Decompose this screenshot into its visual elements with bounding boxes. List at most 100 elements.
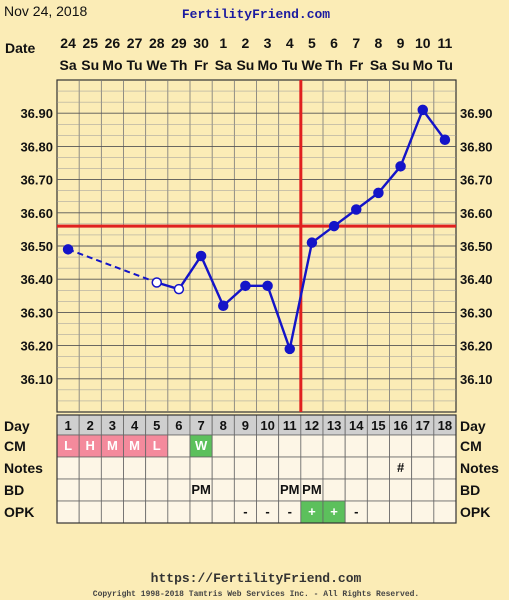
cell-notes-13[interactable]: [322, 456, 346, 480]
weekday-label-10: Tu: [282, 57, 298, 73]
cell-opk-5[interactable]: [145, 500, 169, 524]
weekday-label-14: Sa: [370, 57, 387, 73]
temp-point-day-14[interactable]: [351, 204, 362, 215]
cell-cm-14[interactable]: [344, 434, 368, 458]
ytick-left: 36.50: [20, 239, 53, 254]
ytick-right: 36.60: [460, 206, 493, 221]
cell-bd-6[interactable]: [167, 478, 191, 502]
cell-cm-8[interactable]: [211, 434, 235, 458]
cell-text-day: 15: [371, 418, 385, 433]
cell-cm-13[interactable]: [322, 434, 346, 458]
cell-bd-5[interactable]: [145, 478, 169, 502]
cell-notes-17[interactable]: [411, 456, 435, 480]
cell-text-notes: #: [397, 460, 405, 475]
cell-bd-3[interactable]: [100, 478, 124, 502]
cell-bd-17[interactable]: [411, 478, 435, 502]
cell-opk-2[interactable]: [78, 500, 102, 524]
cell-cm-12[interactable]: [300, 434, 324, 458]
cell-notes-8[interactable]: [211, 456, 235, 480]
site-name: FertilityFriend.com: [182, 7, 330, 22]
cell-notes-9[interactable]: [233, 456, 257, 480]
temp-point-day-12[interactable]: [306, 237, 318, 248]
cell-notes-15[interactable]: [366, 456, 390, 480]
cell-bd-13[interactable]: [322, 478, 346, 502]
ytick-right: 36.70: [460, 173, 493, 188]
temp-point-day-16[interactable]: [395, 161, 406, 172]
cell-opk-3[interactable]: [100, 500, 124, 524]
cell-cm-10[interactable]: [256, 434, 280, 458]
temp-point-day-7[interactable]: [195, 250, 207, 262]
cell-notes-3[interactable]: [100, 456, 124, 480]
cell-text-bd: PM: [302, 482, 322, 497]
temp-point-day-6[interactable]: [173, 283, 185, 295]
weekday-label-15: Su: [392, 57, 410, 73]
weekday-label-4: We: [146, 57, 167, 73]
cell-notes-1[interactable]: [56, 456, 80, 480]
cell-bd-9[interactable]: [233, 478, 257, 502]
cell-notes-14[interactable]: [344, 456, 368, 480]
cell-opk-8[interactable]: [211, 500, 235, 524]
cell-opk-1[interactable]: [56, 500, 80, 524]
cell-bd-16[interactable]: [389, 478, 413, 502]
cell-notes-6[interactable]: [167, 456, 191, 480]
weekday-label-12: Th: [326, 57, 343, 73]
cell-text-day: 3: [109, 418, 116, 433]
temp-point-day-9[interactable]: [240, 280, 251, 292]
temp-point-day-10[interactable]: [262, 280, 273, 292]
date-label-14: 8: [375, 35, 383, 51]
cell-text-day: 12: [305, 418, 319, 433]
cell-opk-16[interactable]: [389, 500, 413, 524]
cell-notes-11[interactable]: [278, 456, 302, 480]
temp-point-day-11[interactable]: [284, 343, 295, 355]
cell-opk-4[interactable]: [123, 500, 147, 524]
cell-cm-9[interactable]: [233, 434, 257, 458]
cell-bd-10[interactable]: [256, 478, 280, 502]
cell-cm-6[interactable]: [167, 434, 191, 458]
cell-notes-2[interactable]: [78, 456, 102, 480]
cell-bd-14[interactable]: [344, 478, 368, 502]
cell-opk-7[interactable]: [189, 500, 213, 524]
footer-url[interactable]: https://FertilityFriend.com: [151, 571, 362, 586]
cell-notes-18[interactable]: [433, 456, 457, 480]
table-border: [56, 414, 457, 524]
cell-bd-4[interactable]: [123, 478, 147, 502]
cell-opk-18[interactable]: [433, 500, 457, 524]
cell-notes-5[interactable]: [145, 456, 169, 480]
cell-notes-4[interactable]: [123, 456, 147, 480]
ytick-left: 36.60: [20, 206, 53, 221]
cell-opk-17[interactable]: [411, 500, 435, 524]
cell-bd-15[interactable]: [366, 478, 390, 502]
cell-text-opk: -: [288, 504, 292, 519]
temp-point-day-13[interactable]: [328, 220, 340, 232]
row-label-opk: OPK: [4, 504, 34, 520]
row-label-right-opk: OPK: [460, 504, 490, 520]
cell-bd-8[interactable]: [211, 478, 235, 502]
temp-point-day-15[interactable]: [373, 187, 384, 199]
temp-point-day-18[interactable]: [439, 134, 451, 146]
cell-text-day: 1: [64, 418, 71, 433]
temp-point-day-5[interactable]: [151, 277, 162, 288]
weekday-label-11: We: [302, 57, 323, 73]
cell-bd-2[interactable]: [78, 478, 102, 502]
cell-text-cm: M: [107, 438, 118, 453]
temp-point-day-1[interactable]: [62, 244, 74, 255]
cell-opk-15[interactable]: [366, 500, 390, 524]
cell-cm-16[interactable]: [389, 434, 413, 458]
cell-bd-18[interactable]: [433, 478, 457, 502]
temp-point-day-8[interactable]: [218, 300, 229, 312]
cell-cm-17[interactable]: [411, 434, 435, 458]
cell-notes-12[interactable]: [300, 456, 324, 480]
ytick-right: 36.40: [460, 272, 493, 287]
cell-bd-1[interactable]: [56, 478, 80, 502]
weekday-label-9: Mo: [257, 57, 277, 73]
cell-notes-7[interactable]: [189, 456, 213, 480]
weekday-label-8: Su: [236, 57, 254, 73]
temp-point-day-17[interactable]: [417, 104, 428, 116]
cell-cm-11[interactable]: [278, 434, 302, 458]
date-label-9: 3: [264, 35, 272, 51]
cell-notes-10[interactable]: [256, 456, 280, 480]
cell-cm-18[interactable]: [433, 434, 457, 458]
cell-opk-6[interactable]: [167, 500, 191, 524]
cell-cm-15[interactable]: [366, 434, 390, 458]
